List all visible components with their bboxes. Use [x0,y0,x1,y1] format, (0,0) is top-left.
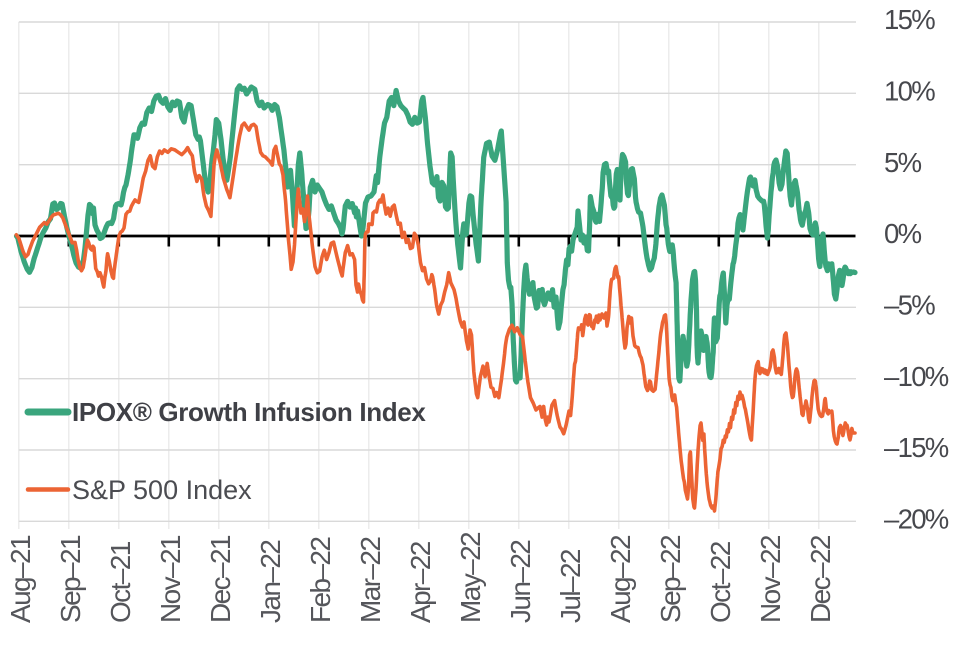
svg-text:15%: 15% [884,4,935,35]
svg-text:Apr–22: Apr–22 [405,541,436,623]
svg-text:–10%: –10% [884,361,949,392]
svg-text:Aug–22: Aug–22 [605,535,636,623]
svg-text:0%: 0% [884,218,922,249]
svg-text:May–22: May–22 [455,532,486,623]
svg-text:Dec–22: Dec–22 [805,535,836,623]
svg-text:Aug–21: Aug–21 [5,535,36,623]
svg-text:Dec–21: Dec–21 [205,535,236,623]
svg-text:10%: 10% [884,76,935,107]
svg-text:IPOX® Growth Infusion Index: IPOX® Growth Infusion Index [72,397,426,427]
svg-text:Jan–22: Jan–22 [255,540,286,623]
svg-text:Jul–22: Jul–22 [555,549,586,623]
svg-text:Nov–21: Nov–21 [155,535,186,623]
svg-text:–20%: –20% [884,504,949,535]
svg-text:Nov–22: Nov–22 [755,535,786,623]
svg-text:Oct–22: Oct–22 [705,541,736,623]
svg-text:–15%: –15% [884,432,949,463]
svg-text:Feb–22: Feb–22 [305,537,336,623]
svg-text:5%: 5% [884,147,922,178]
svg-text:Oct–21: Oct–21 [105,541,136,623]
svg-text:S&P 500 Index: S&P 500 Index [72,475,252,505]
svg-text:Jun–22: Jun–22 [505,540,536,623]
svg-text:Mar–22: Mar–22 [355,537,386,623]
svg-text:–5%: –5% [884,290,935,321]
svg-text:Sep–21: Sep–21 [55,535,86,623]
svg-text:Sep–22: Sep–22 [655,535,686,623]
